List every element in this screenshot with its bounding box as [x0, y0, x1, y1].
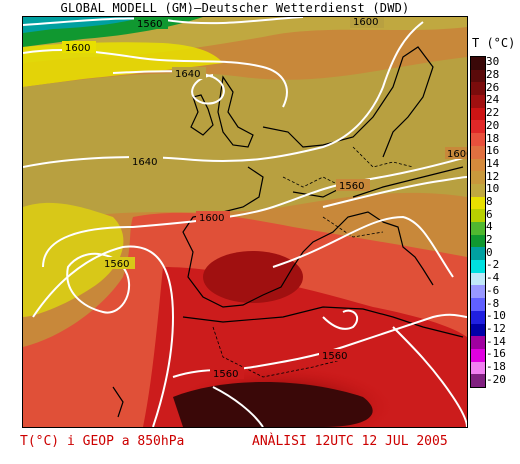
legend-swatch	[471, 171, 485, 185]
legend-swatch	[471, 272, 485, 286]
contour-label-1560-north: 1560	[137, 19, 162, 30]
legend-label: 30	[486, 55, 500, 69]
legend-label: -8	[486, 296, 500, 310]
borders	[212, 146, 414, 378]
legend-title: T (°C)	[472, 36, 516, 50]
contour-label-1560-east: 1560	[339, 181, 364, 192]
legend-swatch	[471, 69, 485, 83]
legend-swatch	[471, 310, 485, 325]
legend-swatch	[471, 82, 485, 96]
legend-label: -18	[486, 359, 506, 373]
contour-label-1560-med: 1560	[322, 351, 347, 362]
legend-label: 8	[486, 194, 493, 208]
legend-swatch	[471, 133, 485, 147]
legend-label: -10	[486, 309, 506, 323]
contour-label-1600-east-edge: 1600	[447, 149, 467, 160]
legend-swatch	[471, 374, 485, 388]
legend-swatch	[471, 158, 485, 172]
legend-label: -2	[486, 258, 500, 272]
color-legend	[470, 56, 486, 388]
legend-label: -16	[486, 347, 506, 361]
legend-label: 26	[486, 80, 500, 94]
legend-swatch	[471, 196, 485, 210]
temp-band-8	[23, 42, 223, 87]
contour-label-1640-north: 1640	[175, 69, 200, 80]
contour-labels: 1560 1600 1640 1600 1640 1560 1600 1560 …	[62, 17, 467, 380]
weather-map: 1560 1600 1640 1600 1640 1560 1600 1560 …	[22, 16, 468, 428]
legend-swatch	[471, 285, 485, 299]
contour-label-1640-mid: 1640	[132, 157, 157, 168]
legend-label: 18	[486, 131, 500, 145]
legend-swatch	[471, 57, 485, 71]
contour-label-1600-iberia: 1600	[199, 213, 224, 224]
legend-swatch	[471, 336, 485, 350]
legend-swatch	[471, 234, 485, 248]
legend-swatch	[471, 260, 485, 274]
contour-label-1560-atlantic: 1560	[104, 259, 129, 270]
contour-label-1600-nw: 1600	[65, 43, 90, 54]
legend-label: -6	[486, 283, 500, 297]
legend-label: 22	[486, 106, 500, 120]
legend-label: 10	[486, 182, 500, 196]
legend-label: 20	[486, 118, 500, 132]
legend-label: 28	[486, 68, 500, 82]
legend-label: -20	[486, 372, 506, 386]
contour-label-1600-ne: 1600	[353, 17, 378, 28]
legend-label: 12	[486, 169, 500, 183]
legend-swatch	[471, 361, 485, 375]
legend-swatch	[471, 145, 485, 160]
temp-band-8-west	[23, 202, 124, 317]
legend-label: 4	[486, 220, 493, 234]
caption-field: T(°C) i GEOP a 850hPa	[20, 434, 185, 449]
caption-analysis-time: ANÀLISI 12UTC 12 JUL 2005	[252, 434, 448, 449]
temp-band-26-iberia	[203, 251, 303, 303]
legend-label: 0	[486, 245, 493, 259]
legend-swatch	[471, 183, 485, 198]
legend-label: -14	[486, 334, 506, 348]
legend-swatch	[471, 298, 485, 312]
map-title: GLOBAL MODELL (GM)—Deutscher Wetterdiens…	[60, 1, 410, 15]
legend-swatch	[471, 95, 485, 109]
legend-label: 24	[486, 93, 500, 107]
legend-label: 14	[486, 156, 500, 170]
contour-label-1560-africa: 1560	[213, 369, 238, 380]
legend-swatch	[471, 209, 485, 223]
legend-label: -4	[486, 271, 500, 285]
legend-swatch	[471, 348, 485, 363]
map-canvas: 1560 1600 1640 1600 1640 1560 1600 1560 …	[23, 17, 467, 427]
legend-label: 2	[486, 233, 493, 247]
legend-swatch	[471, 222, 485, 236]
legend-swatch	[471, 107, 485, 121]
temp-band-0	[23, 17, 143, 33]
legend-swatch	[471, 247, 485, 261]
legend-swatch	[471, 323, 485, 337]
legend-label: -12	[486, 321, 506, 335]
legend-label: 16	[486, 144, 500, 158]
legend-swatch	[471, 120, 485, 134]
legend-label: 6	[486, 207, 493, 221]
